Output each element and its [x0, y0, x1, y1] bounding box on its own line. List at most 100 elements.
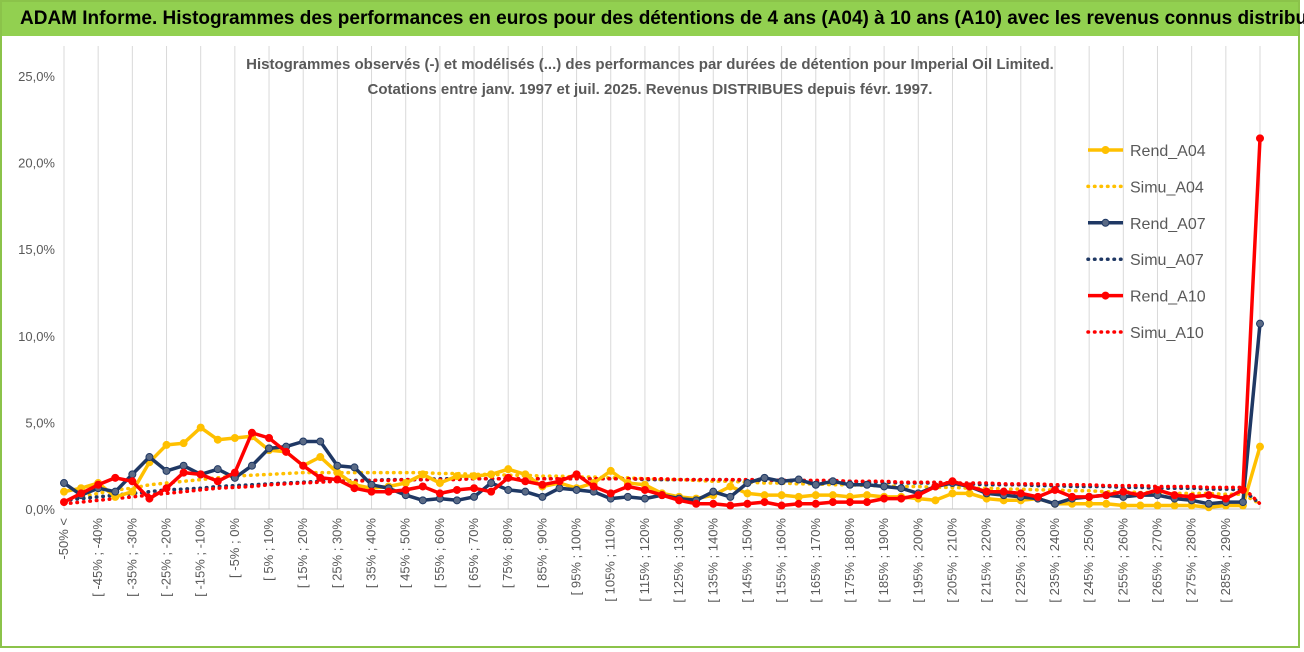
x-tick-label: -50% < [56, 518, 71, 560]
series-line-simu-a10 [62, 476, 1262, 506]
grid-lines [63, 46, 1261, 510]
data-point-rend-a10 [1119, 487, 1128, 496]
legend-label-rend-a07: Rend_A07 [1130, 216, 1206, 233]
x-tick-label: [ 65% ; 70% [466, 518, 481, 589]
data-point-rend-a10 [77, 489, 86, 498]
x-tick-label: [ 235% ; 240% [1047, 518, 1062, 603]
data-point-rend-a07 [623, 492, 632, 501]
data-point-rend-a10 [316, 473, 325, 482]
data-point-rend-a04 [196, 423, 205, 432]
data-point-rend-a04 [948, 489, 957, 498]
data-point-rend-a10 [606, 489, 615, 498]
y-axis: 0,0% 5,0% 10,0% 15,0% 20,0% 25,0% [18, 69, 55, 517]
data-point-rend-a10 [794, 499, 803, 508]
y-tick-label: 10,0% [18, 329, 55, 344]
data-point-rend-a07 [897, 484, 906, 493]
data-point-rend-a10 [1187, 492, 1196, 501]
data-point-rend-a10 [692, 499, 701, 508]
data-point-rend-a10 [435, 489, 444, 498]
y-tick-label: 25,0% [18, 69, 55, 84]
x-tick-label: [ 45% ; 50% [398, 518, 413, 589]
data-point-rend-a10 [230, 468, 239, 477]
x-tick-label: [ 175% ; 180% [842, 518, 857, 603]
data-point-rend-a04 [606, 466, 615, 475]
data-point-rend-a07 [367, 480, 376, 489]
x-tick-label: [ 205% ; 210% [944, 518, 959, 603]
data-point-rend-a10 [811, 499, 820, 508]
x-tick-label: [ 275% ; 280% [1184, 518, 1199, 603]
data-point-rend-a10 [452, 485, 461, 494]
data-point-rend-a10 [726, 501, 735, 510]
data-point-rend-a10 [213, 477, 222, 486]
data-point-rend-a04 [60, 487, 68, 496]
data-point-rend-a04 [162, 440, 171, 449]
data-point-rend-a04 [1085, 499, 1094, 508]
x-tick-label: [ 265% ; 270% [1149, 518, 1164, 603]
data-point-rend-a07 [572, 485, 581, 494]
x-tick-label: [ 195% ; 200% [910, 518, 925, 603]
data-point-rend-a07 [555, 484, 564, 493]
data-point-rend-a10 [1256, 134, 1264, 143]
data-point-rend-a10 [1102, 491, 1111, 500]
data-point-rend-a04 [487, 470, 496, 479]
data-point-rend-a10 [504, 473, 513, 482]
data-point-rend-a04 [179, 439, 188, 448]
data-point-rend-a04 [1119, 501, 1128, 510]
data-point-rend-a04 [760, 491, 769, 500]
data-point-rend-a10 [162, 484, 171, 493]
data-point-rend-a10 [538, 480, 547, 489]
x-tick-label: [ 115% ; 120% [637, 518, 652, 602]
data-point-rend-a10 [111, 473, 120, 482]
data-point-rend-a07 [828, 477, 837, 486]
data-point-rend-a04 [726, 482, 735, 491]
data-point-rend-a10 [777, 501, 786, 510]
data-point-rend-a04 [418, 470, 427, 479]
data-point-rend-a07 [333, 461, 342, 470]
data-point-rend-a07 [760, 473, 769, 482]
data-point-rend-a04 [1153, 501, 1162, 510]
x-tick-label: [ 185% ; 190% [876, 518, 891, 603]
data-point-rend-a10 [743, 499, 752, 508]
x-tick-label: [ 95% ; 100% [569, 518, 584, 596]
data-point-rend-a04 [128, 487, 137, 496]
data-point-rend-a07 [487, 479, 496, 488]
report-title: ADAM Informe. Histogrammes des performan… [20, 8, 1304, 29]
x-tick-label: [ -25% ; -20% [159, 518, 174, 597]
x-tick-label: [ 155% ; 160% [774, 518, 789, 603]
data-point-rend-a04 [811, 491, 820, 500]
data-point-rend-a04 [470, 472, 479, 481]
x-tick-label: [ 125% ; 130% [671, 518, 686, 603]
data-point-rend-a07 [811, 480, 820, 489]
data-point-rend-a04 [743, 489, 752, 498]
data-point-rend-a07 [213, 465, 222, 474]
data-point-rend-a04 [316, 453, 325, 462]
series-line-rend-a10 [63, 138, 1262, 508]
data-point-rend-a07 [418, 496, 427, 505]
data-point-rend-a10 [350, 484, 359, 493]
legend-label-simu-a04: Simu_A04 [1130, 179, 1204, 196]
data-point-rend-a07 [179, 461, 188, 470]
data-point-rend-a10 [1238, 485, 1247, 494]
data-point-rend-a04 [863, 491, 872, 500]
data-point-rend-a07 [145, 453, 154, 462]
data-point-rend-a07 [1238, 498, 1247, 507]
data-point-rend-a04 [1256, 442, 1264, 451]
data-point-rend-a10 [265, 433, 274, 442]
chart-title: Histogrammes observés (-) et modélisés (… [246, 56, 1054, 73]
data-point-rend-a10 [247, 428, 256, 437]
data-point-rend-a10 [384, 487, 393, 496]
y-tick-label: 15,0% [18, 242, 55, 257]
data-point-rend-a04 [777, 491, 786, 500]
data-point-rend-a07 [1256, 319, 1264, 328]
legend-label-rend-a04: Rend_A04 [1130, 143, 1206, 160]
data-point-rend-a07 [521, 487, 530, 496]
data-point-rend-a07 [350, 463, 359, 472]
legend: Rend_A04 Simu_A04 Rend_A07 Simu_A07 Rend_A10… [1086, 143, 1206, 342]
data-point-rend-a07 [470, 492, 479, 501]
x-tick-label: [ -15% ; -10% [193, 518, 208, 597]
header-banner: ADAM Informe. Histogrammes des performan… [2, 2, 1304, 36]
data-point-rend-a07 [709, 487, 718, 496]
data-point-rend-a10 [982, 487, 991, 496]
